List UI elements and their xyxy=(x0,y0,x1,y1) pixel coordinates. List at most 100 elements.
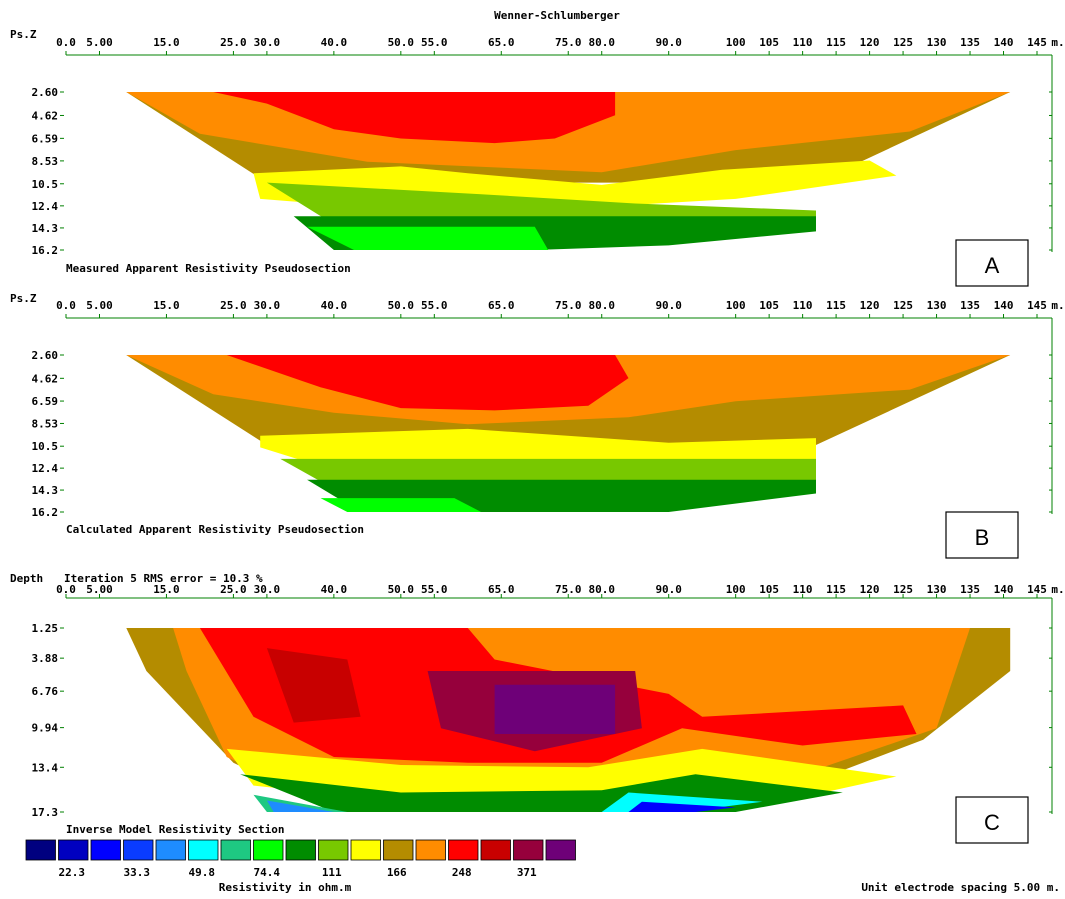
panel-a-box-label: A xyxy=(985,253,1000,278)
legend-swatch xyxy=(285,839,316,861)
legend-swatch xyxy=(253,839,284,861)
panel-c-subtitle: Iteration 5 RMS error = 10.3 % xyxy=(64,572,263,585)
legend-value-label: 166 xyxy=(387,866,407,879)
x-tick-label: 75.0 xyxy=(555,36,582,49)
legend-value-label: 49.8 xyxy=(189,866,216,879)
panel-b-plot: 0.0 5.00 15.0 25.0 30.0 40.0 50.0 55.0 65.0 75.0 8… xyxy=(32,299,1065,519)
y-tick-label: 17.3 xyxy=(32,806,59,819)
x-tick-label: 5.00 xyxy=(86,36,113,49)
legend-value-label: 74.4 xyxy=(254,866,281,879)
x-tick-label: 100 xyxy=(726,36,746,49)
resistivity-contour-band xyxy=(307,226,549,250)
legend-value-label: 33.3 xyxy=(124,866,151,879)
resistivity-contour-band xyxy=(226,355,629,411)
y-tick-label: 4.62 xyxy=(32,372,59,385)
x-tick-label: 145 xyxy=(1027,583,1047,596)
y-tick-label: 12.4 xyxy=(32,200,59,213)
resistivity-contour-band xyxy=(320,498,482,512)
x-tick-label: 125 xyxy=(893,36,913,49)
x-tick-label: 80.0 xyxy=(588,583,615,596)
x-tick-label: 40.0 xyxy=(321,583,348,596)
x-tick-label: 145 xyxy=(1027,36,1047,49)
legend-swatch xyxy=(155,839,186,861)
x-tick-label: 90.0 xyxy=(655,36,682,49)
x-tick-label: 55.0 xyxy=(421,583,448,596)
x-tick-label: 30.0 xyxy=(254,299,281,312)
y-tick-label: 2.60 xyxy=(32,86,59,99)
legend-value-label: 22.3 xyxy=(59,866,86,879)
x-tick-label: 50.0 xyxy=(388,36,415,49)
legend-swatch xyxy=(220,839,251,861)
x-tick-label: 140 xyxy=(994,583,1014,596)
x-tick-label: 15.0 xyxy=(153,583,180,596)
x-tick-label: 105 xyxy=(759,583,779,596)
legend-swatch xyxy=(415,839,446,861)
legend-swatch xyxy=(545,839,576,861)
x-tick-label: 50.0 xyxy=(388,299,415,312)
panel-b-box-label: B xyxy=(975,525,990,550)
x-tick-label: 5.00 xyxy=(86,299,113,312)
y-tick-label: 10.5 xyxy=(32,178,59,191)
panel-a-label-box xyxy=(955,239,1029,287)
x-tick-label: 140 xyxy=(994,299,1014,312)
x-tick-label: 125 xyxy=(893,299,913,312)
x-tick-label: 0.0 xyxy=(56,299,76,312)
y-tick-label: 13.4 xyxy=(32,761,59,774)
x-unit-label: m. xyxy=(1051,583,1064,596)
x-tick-label: 100 xyxy=(726,583,746,596)
panel-a-plot: 0.0 5.00 15.0 25.0 30.0 40.0 50.0 55.0 65.0 75.0 8… xyxy=(32,36,1065,257)
panel-b-ylabel: Ps.Z xyxy=(10,292,37,305)
legend-value-label: 371 xyxy=(517,866,537,879)
legend-swatch xyxy=(123,839,154,861)
y-tick-label: 16.2 xyxy=(32,244,59,257)
x-tick-label: 110 xyxy=(793,583,813,596)
x-tick-label: 115 xyxy=(826,299,846,312)
x-unit-label: m. xyxy=(1051,36,1064,49)
x-unit-label: m. xyxy=(1051,299,1064,312)
panel-a: Ps.Z 0.0 5.00 15.0 25.0 30.0 40.0 50.0 55.0 65.0… xyxy=(10,28,1065,287)
electrode-spacing-note: Unit electrode spacing 5.00 m. xyxy=(861,881,1060,894)
panel-c-label-box xyxy=(955,796,1029,844)
y-tick-label: 2.60 xyxy=(32,349,59,362)
x-tick-label: 105 xyxy=(759,299,779,312)
legend-swatch xyxy=(350,839,381,861)
resistivity-contour-band xyxy=(266,800,334,812)
x-tick-label: 50.0 xyxy=(388,583,415,596)
x-tick-label: 135 xyxy=(960,36,980,49)
x-tick-label: 25.0 xyxy=(220,299,247,312)
x-tick-label: 65.0 xyxy=(488,299,515,312)
panel-c-box-label: C xyxy=(984,810,1000,835)
y-tick-label: 12.4 xyxy=(32,462,59,475)
x-tick-label: 80.0 xyxy=(588,299,615,312)
y-tick-label: 6.76 xyxy=(32,685,59,698)
x-tick-label: 105 xyxy=(759,36,779,49)
x-tick-label: 40.0 xyxy=(321,299,348,312)
panel-c-ylabel: Depth xyxy=(10,572,43,585)
legend-swatch xyxy=(188,839,219,861)
legend-swatch xyxy=(90,839,121,861)
x-tick-label: 55.0 xyxy=(421,299,448,312)
x-tick-label: 25.0 xyxy=(220,583,247,596)
y-tick-label: 3.88 xyxy=(32,652,59,665)
x-tick-label: 80.0 xyxy=(588,36,615,49)
legend-swatch xyxy=(25,839,56,861)
panel-c: Depth Iteration 5 RMS error = 10.3 % 0.0… xyxy=(10,572,1065,844)
resistivity-contour-band xyxy=(628,801,736,812)
legend-swatch xyxy=(318,839,349,861)
x-tick-label: 65.0 xyxy=(488,583,515,596)
y-tick-label: 9.94 xyxy=(32,722,59,735)
x-tick-label: 130 xyxy=(927,299,947,312)
y-tick-label: 1.25 xyxy=(32,622,59,635)
legend-swatch xyxy=(480,839,511,861)
x-tick-label: 90.0 xyxy=(655,299,682,312)
x-tick-label: 130 xyxy=(927,583,947,596)
x-tick-label: 65.0 xyxy=(488,36,515,49)
x-tick-label: 110 xyxy=(793,299,813,312)
x-tick-label: 40.0 xyxy=(321,36,348,49)
resistivity-contour-band xyxy=(266,182,816,225)
panel-c-plot: 0.0 5.00 15.0 25.0 30.0 40.0 50.0 55.0 65.0 75.0 8… xyxy=(32,583,1065,819)
x-tick-label: 90.0 xyxy=(655,583,682,596)
resistivity-contour-band xyxy=(494,684,616,734)
y-tick-label: 16.2 xyxy=(32,506,59,519)
